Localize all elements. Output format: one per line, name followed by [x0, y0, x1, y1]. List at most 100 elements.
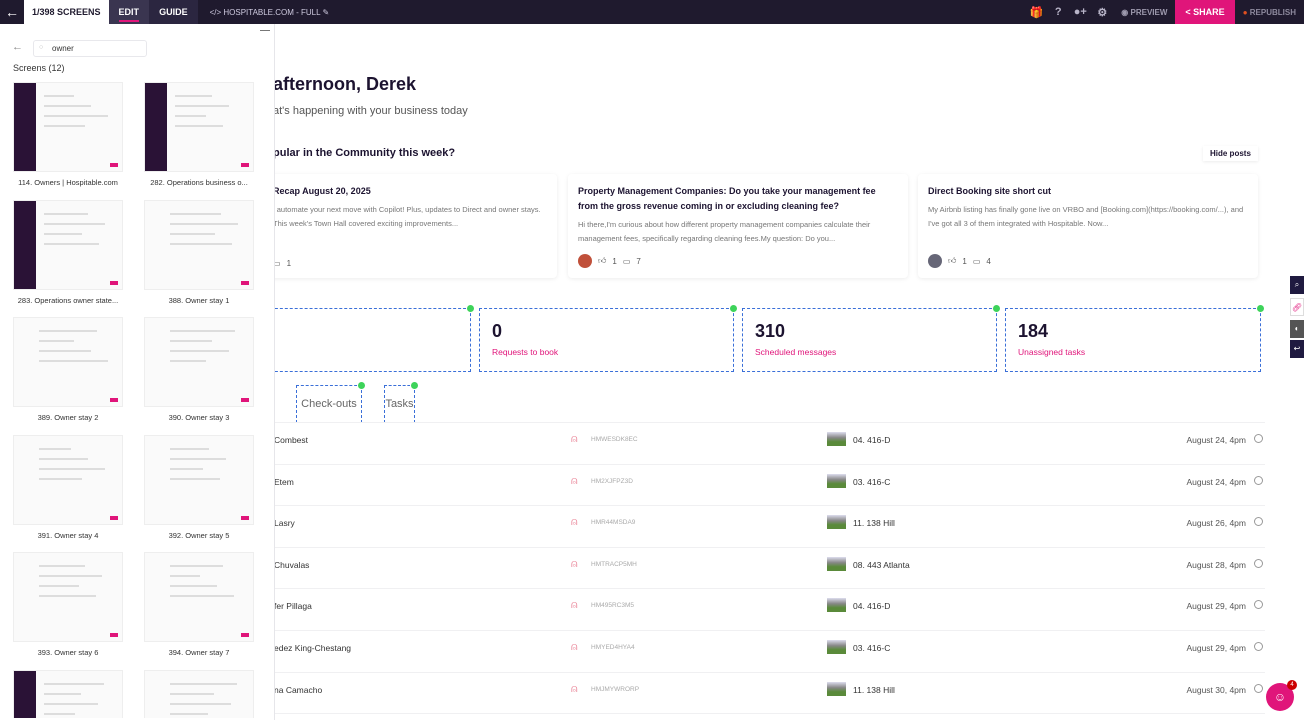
checkout-date: August 29, 4pm	[1186, 643, 1246, 653]
project-name[interactable]: </> HOSPITABLE.COM - FULL ✎	[209, 7, 330, 17]
screen-thumbnail[interactable]: 391. Owner stay 4	[13, 434, 123, 540]
screen-thumbnail[interactable]	[144, 669, 254, 718]
property-name: 03. 416-C	[853, 643, 891, 653]
greeting-subtitle: at's happening with your business today	[273, 105, 468, 117]
airbnb-icon: ⍝	[571, 682, 578, 695]
property-name: 11. 138 Hill	[853, 684, 895, 695]
like-icon: 👍︎	[948, 256, 957, 265]
community-post[interactable]: Direct Booking site short cut My Airbnb …	[918, 174, 1258, 278]
screen-preview-image	[13, 317, 123, 407]
comment-icon: ▭	[972, 256, 981, 266]
screen-thumbnail[interactable]: 283. Operations owner state...	[13, 199, 123, 305]
share-button[interactable]: < SHARE	[1175, 0, 1235, 24]
reservation-code: HM2XJFPZ3D	[591, 477, 633, 485]
screen-thumbnail[interactable]: 390. Owner stay 3	[144, 317, 254, 422]
chat-launcher-button[interactable]: ☺ 4	[1266, 680, 1297, 711]
tab-label: Check-outs	[301, 398, 357, 410]
property-name: 08. 443 Atlanta	[853, 559, 910, 570]
screen-preview-image	[144, 317, 254, 407]
republish-button[interactable]: ● REPUBLISH	[1242, 7, 1296, 17]
minimize-icon[interactable]	[260, 30, 270, 31]
chat-badge: 4	[1287, 680, 1297, 690]
screen-thumbnail[interactable]	[13, 669, 123, 718]
property-thumbnail	[827, 556, 846, 571]
preview-button[interactable]: ◉ PREVIEW	[1121, 7, 1168, 17]
stat-number: 0	[492, 321, 503, 341]
hide-posts-button[interactable]: Hide posts	[1203, 146, 1258, 161]
screen-thumbnail[interactable]: 282. Operations business o...	[144, 82, 254, 187]
undo-side-icon[interactable]: ↩	[1290, 340, 1304, 358]
guest-name: Chuvalas	[274, 559, 310, 570]
airbnb-icon: ⍝	[571, 474, 578, 487]
reservation-row[interactable]: Combest ⍝ HMWESDK8EC 04. 416-D August 24…	[274, 422, 1265, 463]
property-thumbnail	[827, 640, 846, 654]
screen-preview-image	[13, 199, 123, 290]
guest-name: na Camacho	[274, 684, 323, 695]
screens-counter-button[interactable]: 1/398 SCREENS	[24, 0, 109, 24]
screen-label: 394. Owner stay 7	[168, 648, 230, 657]
community-post[interactable]: Recap August 20, 2025 l automate your ne…	[263, 174, 557, 278]
preview-label: PREVIEW	[1130, 7, 1168, 17]
author-avatar	[578, 254, 592, 268]
reservation-code: HMJMYWRORP	[591, 685, 640, 693]
toggle-side-icon[interactable]: ◐	[1290, 320, 1304, 338]
selection-handle	[357, 381, 366, 390]
gear-icon[interactable]: ⚙	[1097, 6, 1108, 19]
stat-card-requests[interactable]: 0 Requests to book	[479, 304, 738, 372]
reservation-row[interactable]: Lasry ⍝ HMR44MSDA9 11. 138 Hill August 2…	[274, 505, 1265, 546]
tab-tasks[interactable]: Tasks	[384, 381, 419, 423]
screen-preview-image	[144, 82, 254, 172]
screen-thumbnail[interactable]: 389. Owner stay 2	[13, 317, 123, 422]
screen-preview-image	[144, 552, 254, 642]
screens-sidebar: ← owner Screens (12) 114. Owners | Hospi…	[0, 24, 275, 720]
comment-count: 1	[286, 259, 292, 268]
help-icon[interactable]: ?	[1054, 6, 1062, 18]
stat-card-messages[interactable]: 310 Scheduled messages	[742, 304, 1001, 372]
screen-search-input[interactable]: owner	[33, 40, 147, 57]
screen-thumbnail[interactable]: 394. Owner stay 7	[144, 552, 254, 657]
reservation-row[interactable]: Etem ⍝ HM2XJFPZ3D 03. 416-C August 24, 4…	[274, 464, 1265, 505]
comment-icon: ▭	[273, 259, 281, 268]
stat-label: Scheduled messages	[755, 347, 837, 357]
property-thumbnail	[827, 473, 846, 488]
greeting-heading: afternoon, Derek	[273, 74, 417, 94]
link-side-icon[interactable]: 🔗︎	[1290, 298, 1304, 316]
search-side-icon[interactable]: ⌕	[1290, 276, 1304, 294]
like-count: 1	[962, 256, 967, 266]
stat-label: Unassigned tasks	[1018, 347, 1086, 357]
community-post[interactable]: Property Management Companies: Do you ta…	[568, 174, 908, 278]
edit-tab[interactable]: EDIT	[108, 0, 150, 24]
reservation-row[interactable]: Chuvalas ⍝ HMTRACP5MH 08. 443 Atlanta Au…	[274, 547, 1265, 588]
selection-handle	[992, 304, 1001, 313]
community-heading: pular in the Community this week?	[273, 147, 456, 159]
screen-label: 388. Owner stay 1	[168, 295, 230, 305]
property-name: 04. 416-D	[853, 601, 891, 612]
checkout-date: August 26, 4pm	[1186, 518, 1246, 529]
stat-number: 184	[1018, 321, 1049, 341]
screen-thumbnail[interactable]: 114. Owners | Hospitable.com	[13, 82, 123, 187]
stat-card-tasks[interactable]: 184 Unassigned tasks	[1005, 304, 1265, 372]
reservation-row[interactable]: na Camacho ⍝ HMJMYWRORP 11. 138 Hill Aug…	[274, 672, 1265, 713]
screen-thumbnail[interactable]: 388. Owner stay 1	[144, 199, 254, 305]
post-body: My Airbnb listing has finally gone live …	[928, 205, 1244, 228]
tab-check-outs[interactable]: Check-outs	[296, 381, 366, 423]
guide-tab[interactable]: GUIDE	[149, 0, 198, 24]
reservation-row[interactable]: edez King-Chestang ⍝ HMYED4HYA4 03. 416-…	[274, 630, 1265, 671]
gift-icon[interactable]: 🎁	[1029, 6, 1044, 19]
stat-card[interactable]	[265, 304, 475, 372]
screen-preview-image	[144, 434, 254, 525]
screens-heading: Screens (12)	[13, 63, 65, 73]
add-user-icon[interactable]: ●+	[1073, 6, 1087, 18]
checkout-date: August 28, 4pm	[1186, 559, 1246, 570]
clock-icon	[1254, 434, 1263, 443]
sidebar-back-icon[interactable]: ←	[12, 41, 23, 53]
screen-preview-image	[13, 552, 123, 642]
property-thumbnail	[827, 432, 846, 446]
clock-icon	[1254, 517, 1263, 527]
like-count: 1	[612, 256, 617, 266]
back-arrow-icon[interactable]: ←	[5, 4, 19, 20]
screen-thumbnail[interactable]: 392. Owner stay 5	[144, 434, 254, 540]
reservation-row[interactable]: fer Pillaga ⍝ HM495RC3M5 04. 416-D Augus…	[274, 588, 1265, 629]
screen-thumbnail[interactable]: 393. Owner stay 6	[13, 552, 123, 657]
post-title: Recap August 20, 2025	[273, 186, 371, 196]
